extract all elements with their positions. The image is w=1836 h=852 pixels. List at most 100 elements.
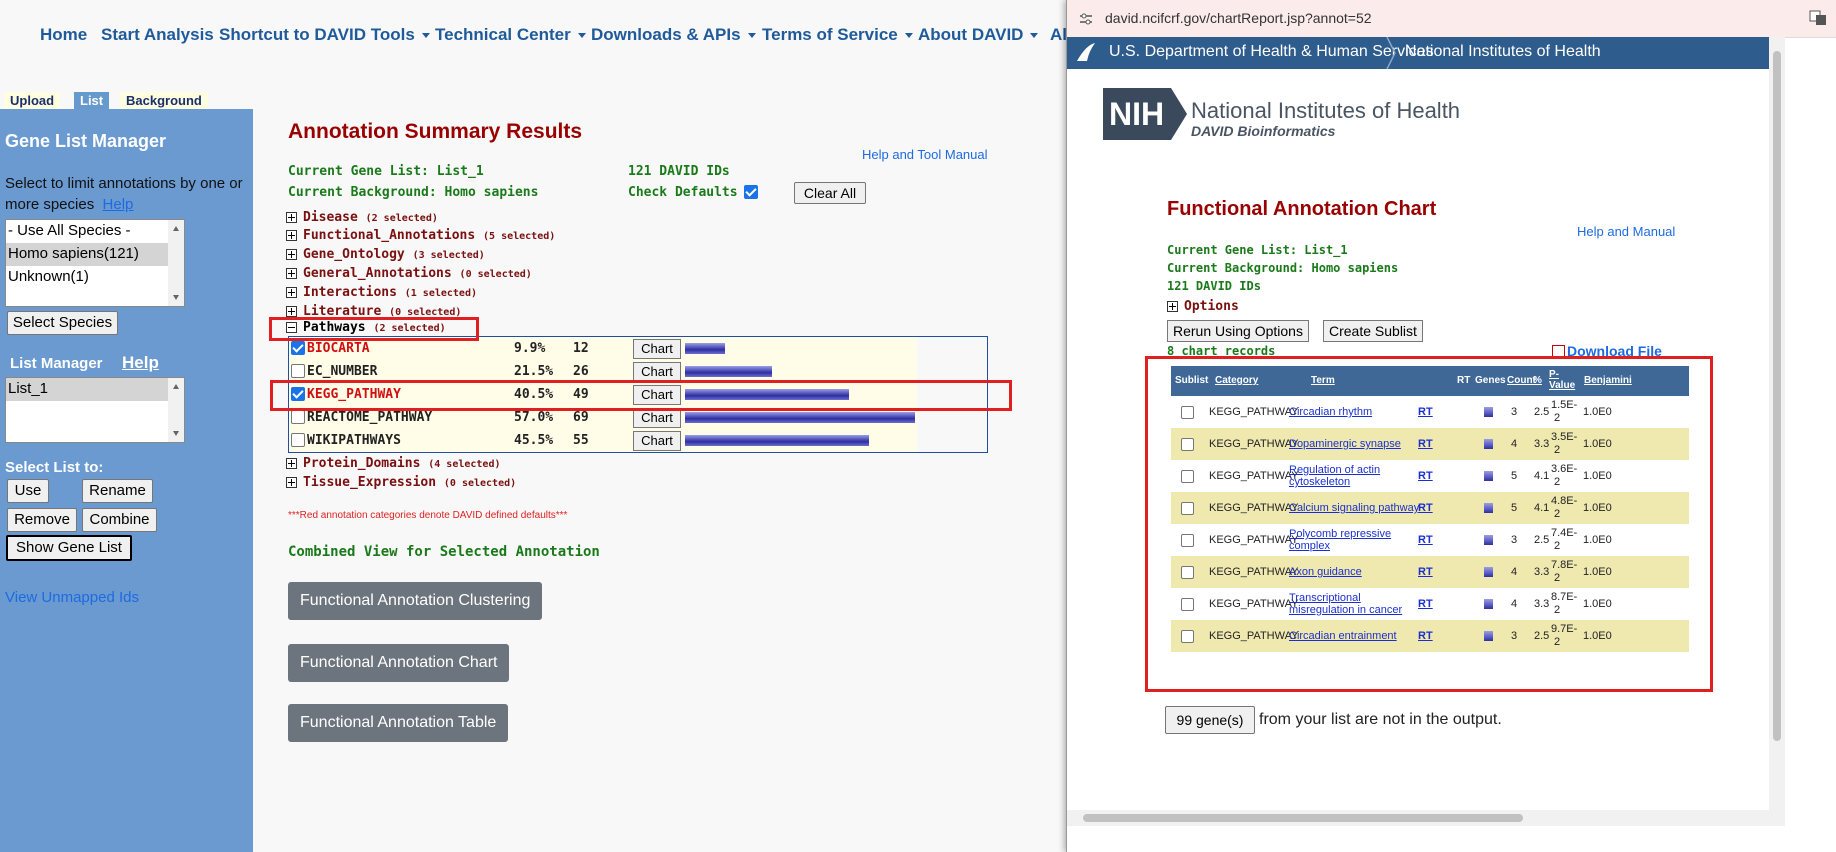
expand-icon[interactable]	[286, 458, 297, 469]
genes-icon[interactable]	[1484, 631, 1493, 641]
header-category[interactable]: Category	[1215, 375, 1259, 386]
genes-icon[interactable]	[1484, 471, 1493, 481]
rerun-options-button[interactable]: Rerun Using Options	[1167, 320, 1309, 342]
expand-icon[interactable]	[1167, 301, 1178, 312]
translate-icon[interactable]	[1809, 10, 1827, 26]
header-count[interactable]: Count	[1507, 375, 1536, 386]
rt-link[interactable]: RT	[1418, 438, 1433, 450]
functional-annotation-chart-button[interactable]: Functional Annotation Chart	[288, 644, 510, 682]
combine-button[interactable]: Combine	[82, 508, 157, 532]
options-toggle[interactable]: Options	[1167, 299, 1239, 314]
select-species-button[interactable]: Select Species	[7, 311, 118, 335]
species-option[interactable]: Unknown(1)	[8, 268, 89, 285]
row-term-link[interactable]: Polycomb repressive complex	[1289, 528, 1392, 552]
rt-link[interactable]: RT	[1418, 630, 1433, 642]
nav-terms-menu[interactable]: Terms of Service	[762, 25, 913, 45]
popup-horizontal-scrollbar[interactable]	[1067, 810, 1785, 826]
pathway-checkbox[interactable]	[291, 433, 305, 447]
nav-downloads-menu[interactable]: Downloads & APIs	[591, 25, 756, 45]
remove-button[interactable]: Remove	[7, 508, 77, 532]
species-option[interactable]: - Use All Species -	[8, 222, 131, 239]
expand-icon[interactable]	[286, 477, 297, 488]
pathway-checkbox[interactable]	[291, 410, 305, 424]
expand-icon[interactable]	[286, 249, 297, 260]
species-help-link[interactable]: Help	[102, 196, 134, 213]
view-unmapped-ids-link[interactable]: View Unmapped Ids	[5, 589, 139, 606]
pathway-chart-button[interactable]: Chart	[633, 385, 681, 405]
scroll-thumb[interactable]	[1773, 51, 1781, 741]
nav-shortcut-menu[interactable]: Shortcut to DAVID Tools	[219, 25, 430, 45]
nav-cut-item[interactable]: Al	[1050, 25, 1067, 44]
list-option[interactable]: List_1	[6, 378, 168, 401]
sublist-checkbox[interactable]	[1181, 598, 1194, 611]
functional-annotation-table-button[interactable]: Functional Annotation Table	[288, 704, 509, 742]
rt-link[interactable]: RT	[1418, 406, 1433, 418]
rt-link[interactable]: RT	[1418, 566, 1433, 578]
collapse-icon[interactable]	[286, 322, 297, 333]
scroll-thumb[interactable]	[1083, 814, 1523, 822]
pathway-checkbox[interactable]	[291, 341, 305, 355]
category-pathways[interactable]: Pathways (2 selected)	[286, 320, 446, 335]
pathway-checkbox[interactable]	[291, 364, 305, 378]
list-manager-help-link[interactable]: Help	[122, 353, 159, 372]
row-term-link[interactable]: Dopaminergic synapse	[1289, 438, 1401, 450]
rt-link[interactable]: RT	[1418, 598, 1433, 610]
species-scrollbar[interactable]	[168, 220, 184, 306]
genes-icon[interactable]	[1484, 503, 1493, 513]
expand-icon[interactable]	[286, 306, 297, 317]
genes-icon[interactable]	[1484, 535, 1493, 545]
rt-link[interactable]: RT	[1418, 534, 1433, 546]
header-term[interactable]: Term	[1311, 375, 1335, 386]
pathway-chart-button[interactable]: Chart	[633, 408, 681, 428]
category-literature[interactable]: Literature (0 selected)	[286, 304, 461, 319]
expand-icon[interactable]	[286, 287, 297, 298]
species-option[interactable]: Homo sapiens(121)	[6, 243, 168, 266]
category-disease[interactable]: Disease (2 selected)	[286, 210, 438, 225]
genes-not-in-output-button[interactable]: 99 gene(s)	[1165, 706, 1255, 734]
pathway-chart-button[interactable]: Chart	[633, 339, 681, 359]
row-term-link[interactable]: Transcriptional misregulation in cancer	[1289, 592, 1403, 616]
site-settings-icon[interactable]	[1079, 12, 1093, 26]
rename-button[interactable]: Rename	[82, 479, 153, 503]
row-term-link[interactable]: Circadian entrainment	[1289, 630, 1397, 642]
url-text[interactable]: david.ncifcrf.gov/chartReport.jsp?annot=…	[1105, 10, 1372, 26]
pathway-checkbox[interactable]	[291, 387, 305, 401]
nav-start-analysis[interactable]: Start Analysis	[101, 25, 214, 44]
species-listbox[interactable]: - Use All Species - Homo sapiens(121) Un…	[5, 219, 185, 307]
row-term-link[interactable]: Axon guidance	[1289, 566, 1362, 578]
hhs-link[interactable]: U.S. Department of Health & Human Servic…	[1109, 43, 1434, 60]
help-manual-link[interactable]: Help and Manual	[1577, 224, 1676, 239]
sublist-checkbox[interactable]	[1181, 566, 1194, 579]
rt-link[interactable]: RT	[1418, 470, 1433, 482]
genes-icon[interactable]	[1484, 439, 1493, 449]
pathway-chart-button[interactable]: Chart	[633, 362, 681, 382]
category-protein-domains[interactable]: Protein_Domains (4 selected)	[286, 456, 500, 471]
create-sublist-button[interactable]: Create Sublist	[1323, 320, 1423, 342]
category-functional-annotations[interactable]: Functional_Annotations (5 selected)	[286, 228, 555, 243]
use-button[interactable]: Use	[7, 479, 49, 503]
tab-list[interactable]: List	[74, 92, 110, 109]
genes-icon[interactable]	[1484, 599, 1493, 609]
check-defaults-checkbox[interactable]	[744, 185, 758, 199]
header-percent[interactable]: %	[1533, 375, 1542, 386]
row-term-link[interactable]: Regulation of actin cytoskeleton	[1289, 464, 1381, 488]
gene-lists-listbox[interactable]: List_1	[5, 377, 185, 443]
expand-icon[interactable]	[286, 230, 297, 241]
popup-vertical-scrollbar[interactable]	[1769, 37, 1785, 817]
sublist-checkbox[interactable]	[1181, 630, 1194, 643]
nav-home[interactable]: Home	[40, 25, 88, 44]
category-general-annotations[interactable]: General_Annotations (0 selected)	[286, 266, 532, 281]
sublist-checkbox[interactable]	[1181, 438, 1194, 451]
expand-icon[interactable]	[286, 212, 297, 223]
sublist-checkbox[interactable]	[1181, 470, 1194, 483]
functional-annotation-clustering-button[interactable]: Functional Annotation Clustering	[288, 582, 543, 620]
pathway-chart-button[interactable]: Chart	[633, 431, 681, 451]
category-gene-ontology[interactable]: Gene_Ontology (3 selected)	[286, 247, 485, 262]
sublist-checkbox[interactable]	[1181, 406, 1194, 419]
row-term-link[interactable]: Circadian rhythm	[1289, 406, 1373, 418]
rt-link[interactable]: RT	[1418, 502, 1433, 514]
help-tool-manual-link[interactable]: Help and Tool Manual	[862, 147, 988, 162]
clear-all-button[interactable]: Clear All	[794, 182, 866, 204]
expand-icon[interactable]	[286, 268, 297, 279]
category-tissue-expression[interactable]: Tissue_Expression (0 selected)	[286, 475, 516, 490]
